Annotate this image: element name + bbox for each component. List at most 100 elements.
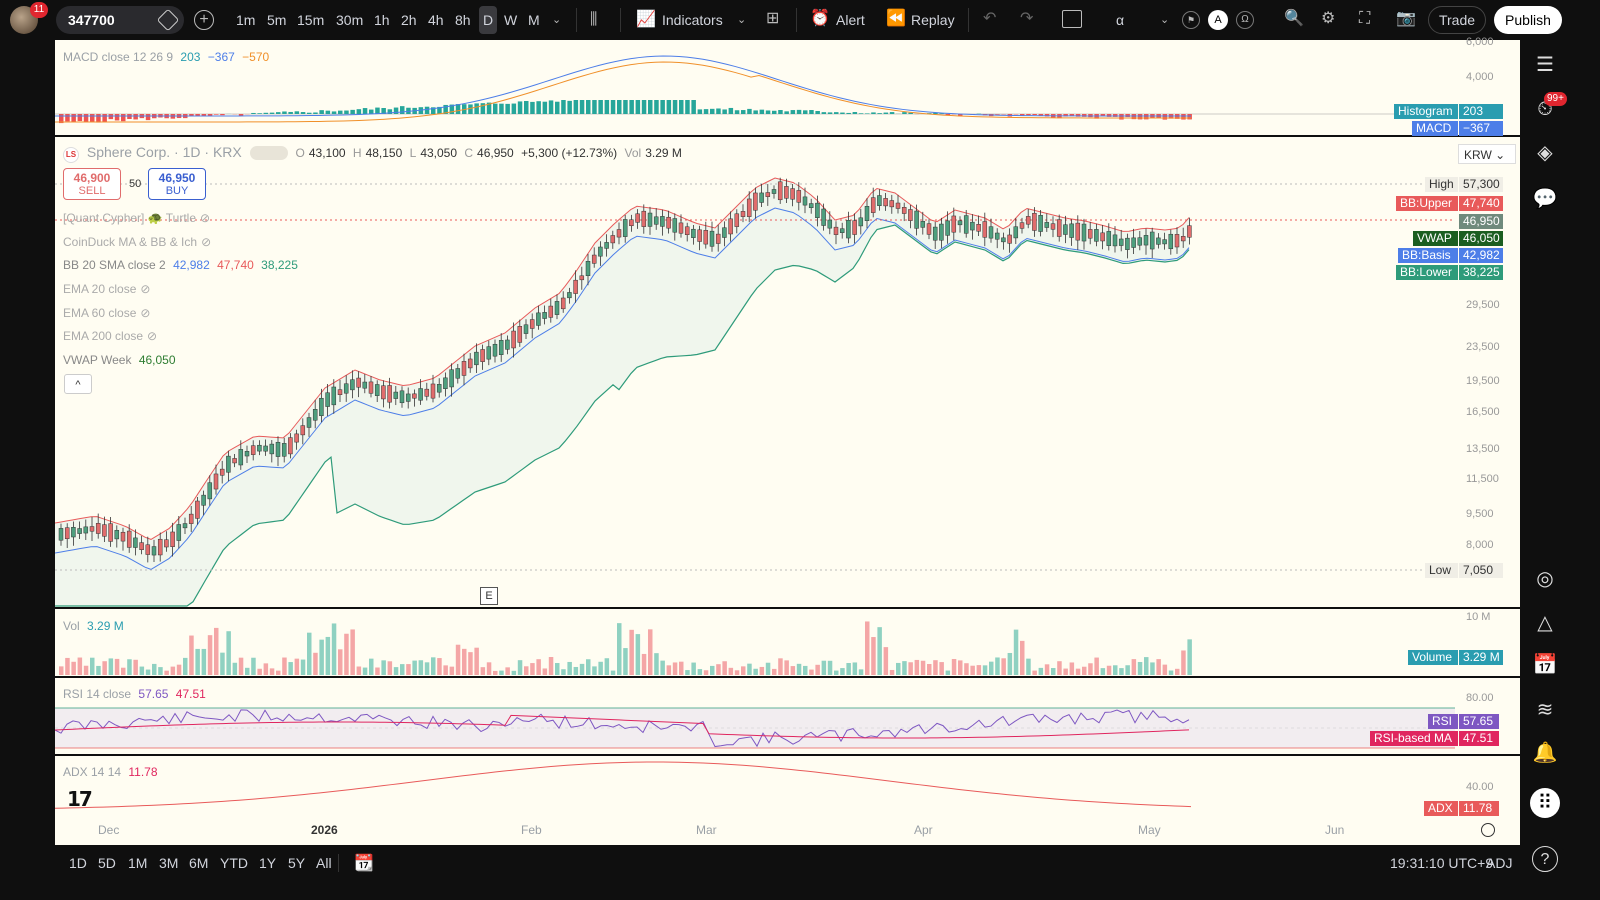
symbol-type-icon[interactable] (156, 8, 180, 32)
timeframe-15m[interactable]: 15m (297, 12, 325, 28)
fullscreen-icon[interactable]: ⛶ (1359, 10, 1371, 27)
timeframe-m[interactable]: M (528, 12, 540, 28)
publish-button[interactable]: Publish (1494, 6, 1562, 34)
indicators-button[interactable]: Indicators (662, 12, 723, 28)
candle-body (244, 451, 250, 457)
timeframe-1h[interactable]: 1h (374, 12, 390, 28)
earnings-marker[interactable]: E (480, 587, 498, 605)
stream-icon[interactable]: ≋ (1536, 699, 1554, 721)
range-1d[interactable]: 1D (69, 855, 87, 871)
range-all[interactable]: All (316, 855, 332, 871)
range-1y[interactable]: 1Y (259, 855, 277, 871)
hidden-eye-icon[interactable]: ⊘ (147, 329, 158, 343)
candle-body (387, 385, 392, 403)
collapse-legend-chevron-up-icon[interactable]: ^ (64, 374, 92, 394)
replay-button[interactable]: Replay (911, 12, 955, 28)
symbol-name[interactable]: Sphere Corp. · 1D · KRX (86, 144, 242, 160)
layouts-icon[interactable]: ⊞ (766, 10, 780, 27)
volume-bar (827, 660, 833, 675)
timeframe-8h[interactable]: 8h (455, 12, 471, 28)
flag-icon[interactable]: ⚑ (1182, 11, 1200, 29)
indicator-vwap[interactable]: VWAP Week 46,050 (63, 353, 180, 367)
adx-line (55, 761, 1192, 809)
undo-icon[interactable]: ↶ (983, 10, 997, 27)
chevron-down-icon[interactable]: ⌄ (552, 14, 562, 26)
sell-button[interactable]: 46,900 SELL (63, 168, 121, 200)
pane-divider[interactable] (55, 135, 1520, 137)
adj-button[interactable]: ADJ (1486, 855, 1513, 871)
target-icon[interactable]: ◎ (1536, 568, 1554, 590)
indicator-ema20[interactable]: EMA 20 close ⊘ (63, 282, 154, 296)
pane-divider[interactable] (55, 676, 1520, 678)
symbol-search-input[interactable]: 347700 (56, 6, 184, 34)
clock-time[interactable]: 19:31:10 UTC+9 (1390, 855, 1494, 871)
hidden-eye-icon[interactable]: ⊘ (200, 211, 211, 225)
candle-body (306, 417, 312, 428)
ideas-icon[interactable]: △ (1537, 612, 1553, 634)
settings-gear-icon[interactable]: ⚙ (1321, 10, 1336, 27)
goto-date-icon[interactable]: 📆 (354, 855, 374, 872)
indicator-turtle[interactable]: [Quant Cypher] 🐢 Turtle ⊘ (63, 211, 214, 225)
notifications-bell-icon[interactable]: 🔔 (1532, 742, 1558, 764)
chart-area[interactable]: MACD close 12 26 9 203 −367 −570 6,000 4… (55, 36, 1520, 845)
indicators-icon[interactable]: 📈 (636, 11, 656, 28)
hidden-eye-icon[interactable]: ⊘ (140, 306, 151, 320)
replay-icon[interactable]: ⏪ (886, 10, 906, 27)
macd-histogram-bar (530, 101, 535, 114)
timeframe-w[interactable]: W (504, 12, 518, 28)
timeframe-5m[interactable]: 5m (267, 12, 287, 28)
volume-bar (71, 661, 76, 675)
buy-button[interactable]: 46,950 BUY (148, 168, 206, 200)
help-icon[interactable]: ? (1532, 846, 1558, 872)
hidden-eye-icon[interactable]: ⊘ (140, 282, 151, 296)
chart-settings-icon[interactable] (1481, 823, 1495, 837)
pane-divider[interactable] (55, 607, 1520, 609)
range-5y[interactable]: 5Y (288, 855, 306, 871)
add-symbol-icon[interactable]: + (194, 10, 214, 30)
layers-icon[interactable]: ◈ (1537, 142, 1553, 164)
chevron-down-icon[interactable]: ⌄ (737, 14, 747, 26)
watchlist-icon[interactable]: ☰ (1536, 54, 1554, 76)
bb-lower-line (55, 224, 1190, 607)
market-status-pill[interactable] (249, 146, 288, 161)
tradingview-logo-icon[interactable]: 17 (67, 787, 93, 811)
font-a-icon[interactable]: A (1208, 10, 1228, 30)
redo-icon[interactable]: ↷ (1020, 10, 1034, 27)
omega-icon[interactable]: Ω (1236, 11, 1254, 29)
timeframe-30m[interactable]: 30m (336, 12, 364, 28)
range-1m[interactable]: 1M (128, 855, 148, 871)
range-3m[interactable]: 3M (159, 855, 179, 871)
alert-icon[interactable]: ⏰ (810, 10, 830, 27)
chat-icon[interactable]: 💬 (1532, 188, 1558, 210)
pane-divider[interactable] (55, 754, 1520, 756)
timeframe-d[interactable]: D (479, 6, 498, 34)
indicator-bb[interactable]: BB 20 SMA close 2 42,982 47,740 38,225 (63, 258, 302, 272)
chevron-down-icon[interactable]: ⌄ (1160, 14, 1170, 26)
quick-search-icon[interactable]: 🔍 (1284, 10, 1304, 27)
range-6m[interactable]: 6M (189, 855, 209, 871)
alpha-button[interactable]: α (1116, 12, 1125, 28)
timeframe-1m[interactable]: 1m (236, 12, 256, 28)
indicator-coinduck[interactable]: CoinDuck MA & BB & Ich ⊘ (63, 235, 215, 249)
macd-histogram-bar (499, 103, 504, 114)
macd-histogram-bar (288, 111, 293, 114)
apps-grid-icon[interactable]: ⠿ (1530, 788, 1560, 818)
timeframe-2h[interactable]: 2h (401, 12, 417, 28)
indicator-name: EMA 60 close (63, 306, 137, 320)
layout-square-icon[interactable] (1062, 10, 1082, 28)
chart-canvas[interactable] (55, 40, 1520, 845)
range-5d[interactable]: 5D (98, 855, 116, 871)
trade-button[interactable]: Trade (1428, 6, 1486, 34)
candles-icon[interactable]: ⫼ (590, 11, 598, 28)
candle-body (102, 524, 107, 537)
alert-button[interactable]: Alert (836, 12, 865, 28)
macd-histogram-bar (772, 110, 777, 114)
hidden-eye-icon[interactable]: ⊘ (201, 235, 212, 249)
camera-icon[interactable]: 📷 (1396, 10, 1416, 27)
indicator-ema200[interactable]: EMA 200 close ⊘ (63, 329, 161, 343)
range-ytd[interactable]: YTD (220, 855, 248, 871)
indicator-ema60[interactable]: EMA 60 close ⊘ (63, 306, 154, 320)
calendar-icon[interactable]: 📅 (1532, 654, 1558, 676)
timeframe-4h[interactable]: 4h (428, 12, 444, 28)
currency-select[interactable]: KRW ⌄ (1458, 144, 1516, 164)
